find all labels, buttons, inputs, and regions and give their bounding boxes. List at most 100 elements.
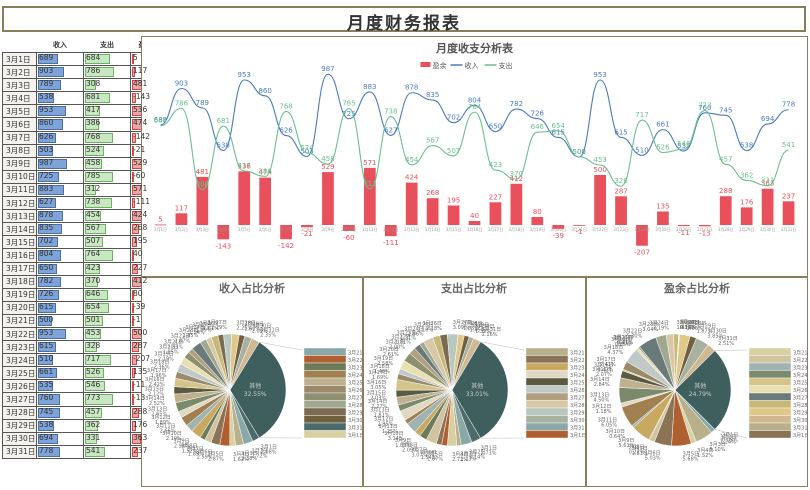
breakdown-segment bbox=[303, 430, 347, 439]
expense-point-label: 773 bbox=[698, 102, 711, 110]
expense-point-label: 524 bbox=[300, 144, 314, 152]
surplus-cell-value: 5 bbox=[133, 53, 138, 62]
income-cell-value: 650 bbox=[39, 262, 54, 272]
surplus-bar-label: 227 bbox=[489, 193, 502, 201]
pie-slice-label: 3月17日 bbox=[147, 368, 167, 374]
pie-slice-label: 3月5日 bbox=[207, 452, 223, 458]
expense-cell: 457 bbox=[83, 405, 131, 420]
pie-slice-percent: 3.05% bbox=[687, 326, 703, 332]
surplus-bar bbox=[740, 207, 753, 225]
pie-slice-percent: 3.85% bbox=[707, 334, 723, 340]
income-cell: 726 bbox=[36, 287, 84, 302]
surplus-cell-value: 176 bbox=[133, 419, 148, 429]
surplus-cell-databar bbox=[132, 342, 140, 353]
pie-slice-label: 3月3日 bbox=[460, 451, 476, 457]
breakdown-label: 3月31日 bbox=[793, 426, 807, 432]
pie-slice-label: 3月9日 bbox=[618, 438, 634, 444]
surplus-cell-value: -143 bbox=[133, 92, 151, 102]
pie-slice-label: 3月30日 bbox=[252, 324, 272, 330]
pie-slice-label: 3月20日 bbox=[379, 347, 399, 353]
income-cell: 538 bbox=[36, 418, 84, 433]
expense-cell-databar bbox=[85, 237, 104, 248]
pie-slice-percent: 1.89% bbox=[188, 452, 204, 458]
expense-cell-value: 717 bbox=[86, 354, 101, 364]
pie-slice-percent: 0.12% bbox=[680, 325, 696, 331]
expense-cell: 370 bbox=[83, 274, 131, 289]
income-cell-value: 503 bbox=[39, 144, 54, 154]
date-cell: 3月13日 bbox=[2, 209, 37, 224]
income-point-label: 510 bbox=[635, 146, 648, 154]
expense-cell-databar bbox=[85, 407, 102, 418]
table-row: 3月10日 725 785 -60 bbox=[2, 169, 161, 184]
income-cell: 953 bbox=[36, 326, 84, 342]
expense-cell: 646 bbox=[83, 287, 131, 302]
expense-cell: 717 bbox=[83, 353, 131, 368]
breakdown-segment bbox=[748, 362, 792, 371]
expense-cell: 786 bbox=[83, 65, 131, 80]
breakdown-label: 3月23日 bbox=[348, 366, 362, 372]
pie-slice-label: 3月16日 bbox=[367, 380, 387, 386]
x-tick-label: 3月23日 bbox=[613, 227, 629, 232]
surplus-cell-databar bbox=[132, 381, 134, 392]
income-cell-databar bbox=[38, 433, 59, 444]
pie-slice-percent: 2.25% bbox=[236, 325, 252, 331]
pie-connector-top bbox=[714, 349, 748, 351]
surplus-bar-label: 536 bbox=[238, 162, 252, 170]
table-row: 3月1日 689 684 5 bbox=[2, 51, 161, 67]
surplus-bar-label: 135 bbox=[656, 203, 669, 211]
pie-slice-label: 3月1日 bbox=[261, 444, 277, 450]
expense-pie-panel: 支出占比分析 其他 33.01% 3月1日 2.73% 3月2日 3.14% 3月3日 1.23… bbox=[363, 277, 590, 487]
expense-point-label: 526 bbox=[656, 144, 670, 152]
pie-slice-percent: 1.18% bbox=[596, 409, 612, 415]
income-cell-databar bbox=[38, 158, 67, 169]
pie-slice-label: 3月22日 bbox=[623, 329, 643, 335]
expense-cell-value: 328 bbox=[86, 341, 101, 351]
expense-cell-value: 646 bbox=[86, 288, 101, 298]
surplus-bar-label: -207 bbox=[634, 249, 650, 257]
pie-slice-label: 3月26日 bbox=[680, 320, 700, 326]
pie-slice-percent: 2.59% bbox=[197, 455, 213, 461]
surplus-bar bbox=[175, 213, 188, 225]
x-tick-label: 3月24日 bbox=[634, 227, 650, 232]
surplus-bar bbox=[426, 198, 439, 225]
expense-point-label: 454 bbox=[405, 156, 419, 164]
pie-slice-percent: 3.05% bbox=[370, 385, 386, 391]
pie-slice-label: 3月8日 bbox=[628, 445, 644, 451]
surplus-cell-value: 424 bbox=[133, 210, 148, 220]
pie-slice-percent: 3.09% bbox=[453, 325, 469, 331]
expense-cell: 546 bbox=[83, 379, 131, 394]
pie-slice-other bbox=[451, 341, 509, 439]
income-point-label: 726 bbox=[531, 110, 545, 118]
surplus-cell-databar bbox=[132, 93, 136, 104]
surplus-cell-value: 571 bbox=[133, 183, 148, 193]
surplus-bar bbox=[405, 182, 418, 225]
expense-cell-value: 567 bbox=[86, 223, 101, 233]
income-cell: 789 bbox=[36, 78, 84, 93]
expense-cell: 785 bbox=[83, 169, 131, 184]
income-cell-databar bbox=[38, 263, 57, 274]
income-cell-databar bbox=[38, 211, 64, 222]
income-point-label: 615 bbox=[552, 128, 565, 136]
pie-slice-label: 3月18日 bbox=[604, 345, 624, 351]
pie-slice-percent: 1.96% bbox=[151, 373, 167, 379]
table-row: 3月24日 510 717 -207 bbox=[2, 353, 161, 368]
income-cell: 835 bbox=[36, 222, 84, 237]
pie-slice-label: 3月19日 bbox=[154, 351, 174, 357]
pie-slice-percent: 2.51% bbox=[718, 341, 734, 347]
table-row: 3月2日 903 786 117 bbox=[2, 65, 161, 80]
pie-slice-label: 3月9日 bbox=[395, 438, 411, 444]
surplus-bar bbox=[468, 221, 481, 225]
income-cell-value: 661 bbox=[39, 367, 54, 377]
income-cell-databar bbox=[38, 237, 59, 248]
income-cell-value: 627 bbox=[39, 197, 54, 207]
income-point-label: 500 bbox=[572, 148, 585, 156]
income-cell: 725 bbox=[36, 169, 84, 184]
pie-slice-percent: 2.00% bbox=[389, 345, 405, 351]
pie-other-label: 其他 bbox=[249, 382, 261, 390]
expense-cell-value: 454 bbox=[86, 210, 101, 220]
income-cell: 804 bbox=[36, 248, 84, 263]
table-header-date bbox=[2, 38, 37, 53]
pie-slice-percent: 5.03% bbox=[645, 455, 661, 461]
surplus-cell-value: 237 bbox=[133, 445, 148, 455]
pie-slice-percent: 0.64% bbox=[609, 434, 625, 440]
